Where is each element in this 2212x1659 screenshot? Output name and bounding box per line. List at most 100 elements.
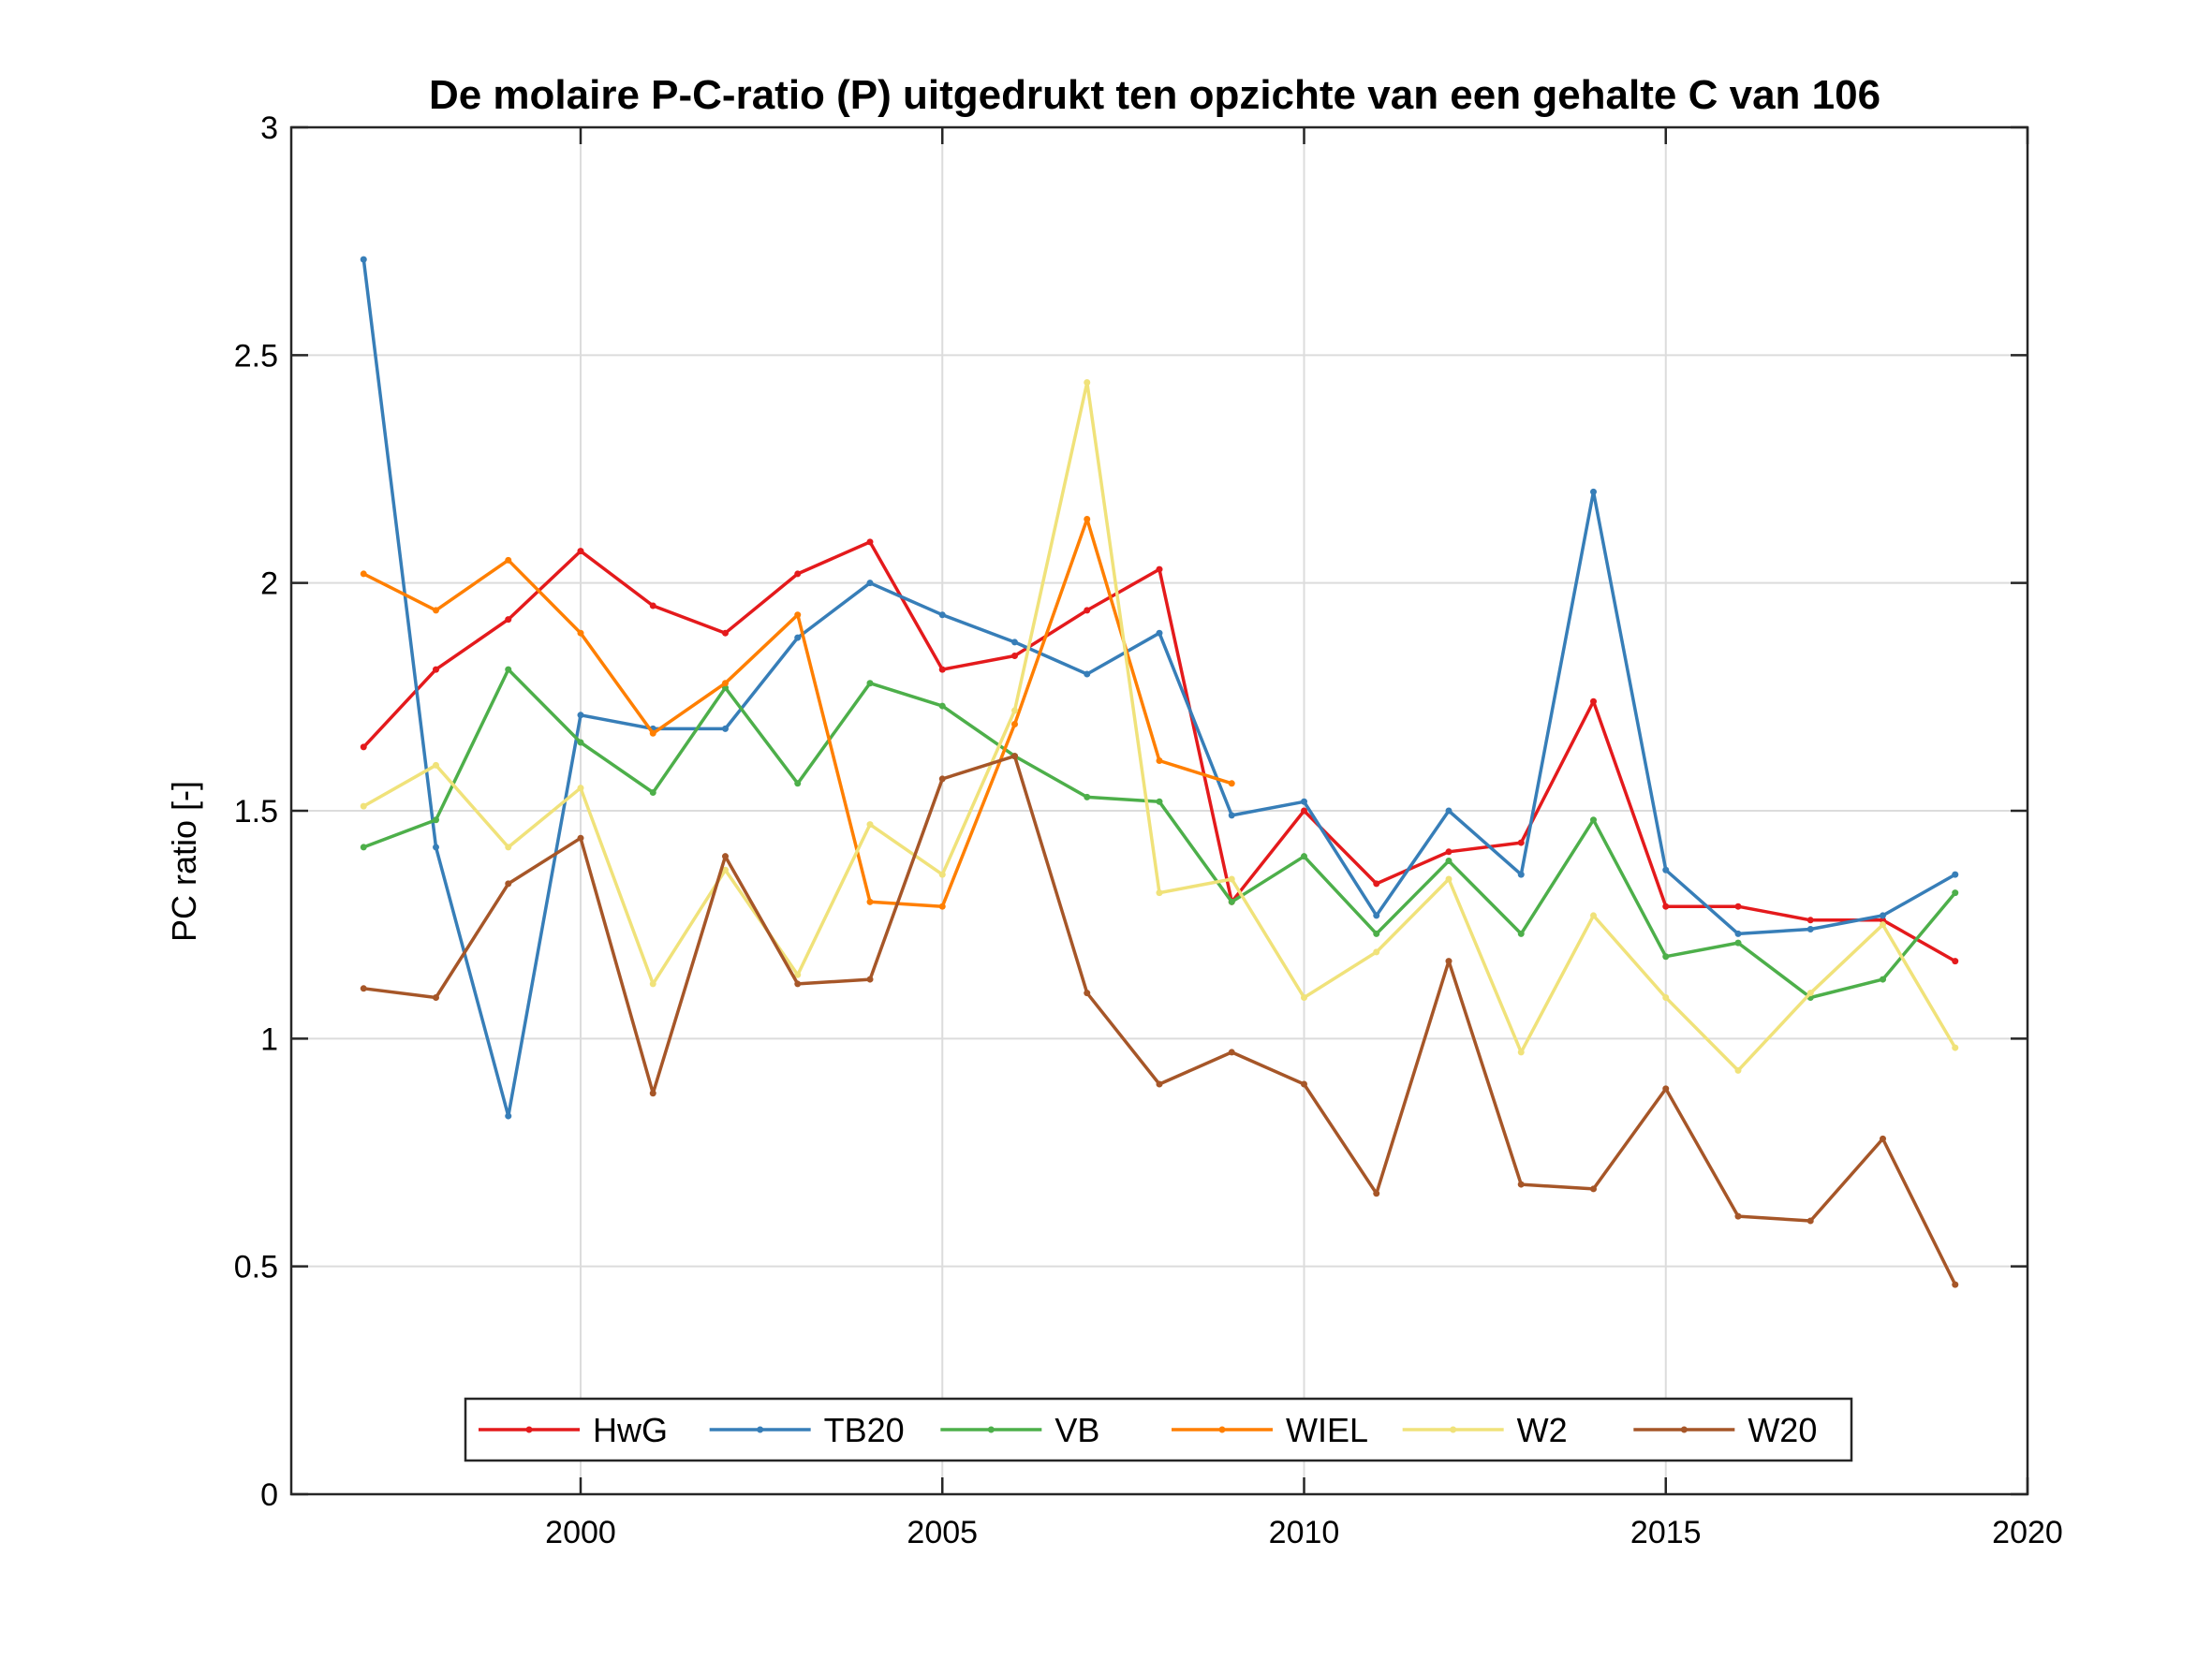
data-point-tb20 <box>722 725 729 732</box>
data-point-vb <box>577 739 584 746</box>
legend: HwG TB20 VB WIEL W2 W20 <box>464 1397 1853 1462</box>
data-point-hwg <box>794 570 802 578</box>
legend-entry-vb: VB <box>1054 1411 1099 1449</box>
legend-marker-w20 <box>1680 1426 1688 1433</box>
data-point-hwg <box>1952 958 1959 965</box>
data-point-w20 <box>505 880 512 888</box>
data-point-vb <box>1517 930 1525 937</box>
data-point-w20 <box>1662 1085 1670 1093</box>
legend-box <box>464 1397 1853 1462</box>
data-point-w2 <box>1373 948 1380 956</box>
data-point-w2 <box>722 866 729 874</box>
data-point-tb20 <box>577 712 584 719</box>
data-point-hwg <box>433 666 439 673</box>
legend-marker-hwg <box>525 1426 533 1433</box>
data-point-wiel <box>649 729 656 737</box>
data-point-w2 <box>505 844 512 851</box>
data-point-hwg <box>1373 880 1380 888</box>
data-point-tb20 <box>1517 871 1525 878</box>
data-point-w20 <box>1301 1080 1307 1088</box>
data-point-w20 <box>649 1090 656 1097</box>
x-tick-label: 2020 <box>1992 1515 2063 1550</box>
data-point-w2 <box>1517 1049 1525 1056</box>
data-point-w2 <box>1301 994 1307 1002</box>
data-point-wiel <box>1011 721 1018 728</box>
data-point-tb20 <box>1373 912 1380 919</box>
data-point-hwg <box>1301 807 1307 815</box>
data-point-hwg <box>505 616 512 624</box>
data-point-w2 <box>866 821 874 829</box>
data-point-w2 <box>1880 921 1886 929</box>
data-point-tb20 <box>1880 912 1886 919</box>
data-point-w20 <box>794 980 802 988</box>
data-point-w20 <box>1880 1135 1886 1142</box>
data-point-hwg <box>1084 607 1091 614</box>
x-tick-label: 2010 <box>1269 1515 1340 1550</box>
data-point-vb <box>794 780 802 787</box>
data-point-hwg <box>1156 565 1163 573</box>
data-point-vb <box>1373 930 1380 937</box>
data-point-vb <box>938 702 946 710</box>
data-point-tb20 <box>938 611 946 619</box>
y-tick-label: 1.5 <box>234 794 278 830</box>
data-point-w2 <box>649 980 656 988</box>
data-point-wiel <box>577 629 584 637</box>
data-point-vb <box>360 844 367 851</box>
data-point-tb20 <box>1011 639 1018 646</box>
data-point-w2 <box>938 871 946 878</box>
legend-entry-wiel: WIEL <box>1286 1411 1368 1449</box>
data-point-w2 <box>1806 990 1814 997</box>
x-tick-label: 2015 <box>1630 1515 1702 1550</box>
data-point-w20 <box>1517 1181 1525 1188</box>
legend-entry-hwg: HwG <box>593 1411 668 1449</box>
data-point-hwg <box>722 629 729 637</box>
data-point-w2 <box>1734 1066 1742 1074</box>
data-point-hwg <box>649 602 656 609</box>
data-point-vb <box>1228 898 1235 905</box>
data-point-w20 <box>1952 1281 1959 1288</box>
y-tick-label: 2 <box>260 566 278 602</box>
x-tick-label: 2005 <box>907 1515 978 1550</box>
axes: 2000 2005 2010 2015 2020 0 0.5 1 1.5 2 2.5 3 <box>234 110 2063 1550</box>
data-point-tb20 <box>505 1112 512 1120</box>
data-point-hwg <box>1734 903 1742 910</box>
data-point-tb20 <box>1590 488 1597 495</box>
data-point-tb20 <box>1228 812 1235 819</box>
data-point-vb <box>1156 798 1163 805</box>
data-point-vb <box>433 816 439 824</box>
x-tick-label: 2000 <box>545 1515 616 1550</box>
data-point-vb <box>1301 853 1307 860</box>
data-point-w2 <box>1445 875 1453 883</box>
data-point-hwg <box>577 548 584 555</box>
data-point-tb20 <box>1156 629 1163 637</box>
data-point-wiel <box>866 898 874 905</box>
data-point-wiel <box>360 570 367 578</box>
data-point-tb20 <box>433 844 439 851</box>
legend-marker-tb20 <box>757 1426 764 1433</box>
data-point-w20 <box>722 853 729 860</box>
data-point-w20 <box>866 976 874 983</box>
data-point-hwg <box>1880 917 1886 924</box>
data-point-w20 <box>1734 1212 1742 1220</box>
data-point-tb20 <box>1445 807 1453 815</box>
data-point-vb <box>649 789 656 797</box>
data-point-tb20 <box>1952 871 1959 878</box>
data-point-hwg <box>1806 917 1814 924</box>
data-point-vb <box>505 666 512 673</box>
data-point-hwg <box>1517 839 1525 846</box>
data-point-w2 <box>1662 994 1670 1002</box>
data-point-w2 <box>1952 1044 1959 1051</box>
data-point-wiel <box>794 611 802 619</box>
data-point-w20 <box>1590 1185 1597 1193</box>
data-point-w20 <box>1011 753 1018 760</box>
data-point-wiel <box>433 607 439 614</box>
data-point-wiel <box>938 903 946 910</box>
data-point-w20 <box>433 994 439 1002</box>
legend-entry-w2: W2 <box>1517 1411 1568 1449</box>
data-point-vb <box>866 680 874 687</box>
chart-title: De molaire P-C-ratio (P) uitgedrukt ten … <box>429 72 1880 118</box>
data-point-tb20 <box>1734 930 1742 937</box>
data-point-w2 <box>360 802 367 810</box>
data-point-wiel <box>1156 756 1163 764</box>
